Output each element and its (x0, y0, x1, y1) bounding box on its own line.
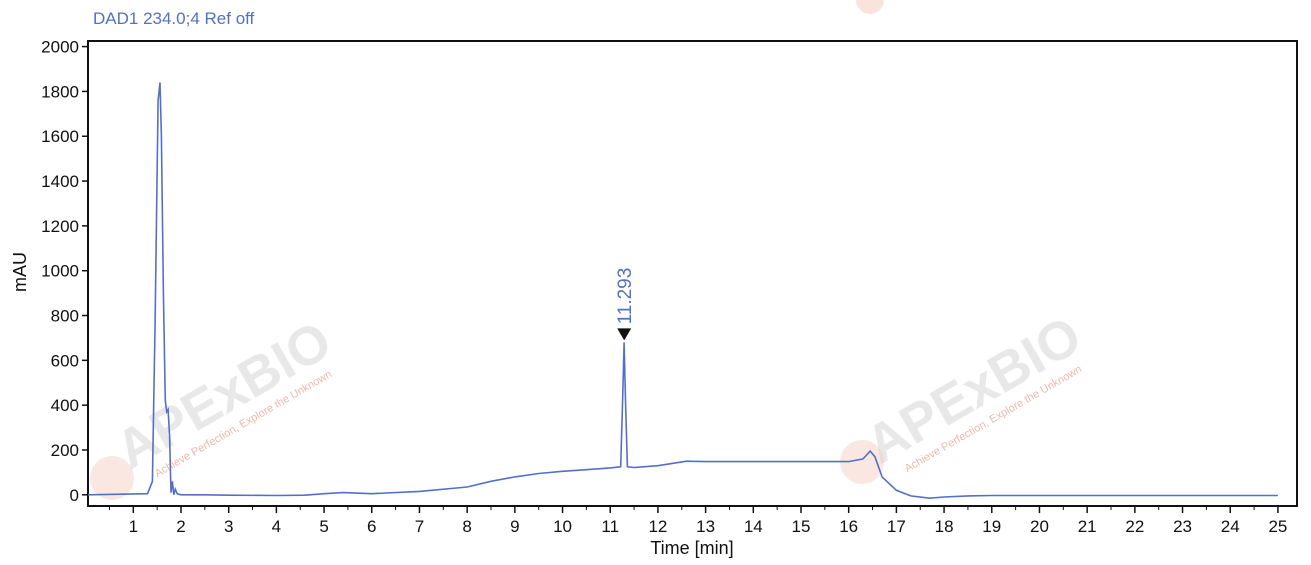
watermark-brand: APExBIO (106, 310, 341, 481)
x-tick-label: 16 (839, 517, 858, 536)
x-tick-label: 22 (1125, 517, 1144, 536)
watermark-left: APExBIO Achieve Perfection, Explore the … (106, 310, 341, 481)
chromatogram-trace (87, 82, 1278, 500)
x-tick-label: 20 (1030, 517, 1049, 536)
x-tick-label: 15 (792, 517, 811, 536)
x-tick-label: 10 (553, 517, 572, 536)
watermark-top (856, 0, 884, 15)
y-tick-label: 1400 (41, 172, 79, 191)
y-tick-label: 600 (51, 351, 79, 370)
x-axis: 1 2 3 4 5 6 7 8 9 10 11 12 13 14 15 16 17 18 19 20 21 22 23 24 2… (108, 506, 1287, 536)
x-tick-label: 3 (224, 517, 233, 536)
x-tick-label: 19 (982, 517, 1001, 536)
x-tick-label: 23 (1173, 517, 1192, 536)
y-axis-title: mAU (10, 252, 30, 292)
y-tick-label: 1200 (41, 217, 79, 236)
x-tick-label: 6 (367, 517, 376, 536)
x-tick-label: 12 (648, 517, 667, 536)
peak-label: 11.293 (615, 268, 636, 325)
x-tick-label: 4 (272, 517, 281, 536)
x-tick-label: 11 (601, 517, 619, 536)
x-tick-label: 14 (744, 517, 763, 536)
x-tick-label: 21 (1078, 517, 1097, 536)
plot-frame (87, 40, 1298, 507)
y-tick-label: 200 (51, 441, 79, 460)
watermark-brand: APExBIO (856, 305, 1091, 476)
x-tick-label: 9 (510, 517, 519, 536)
y-axis: 0 200 400 600 800 1000 1200 1400 1600 1800 2000 (41, 38, 88, 505)
x-tick-label: 17 (887, 517, 906, 536)
x-tick-label: 25 (1268, 517, 1287, 536)
x-tick-label: 5 (319, 517, 328, 536)
peak-annotations: 11.293 (615, 268, 636, 341)
x-tick-label: 18 (935, 517, 954, 536)
x-tick-label: 1 (129, 517, 138, 536)
x-tick-label: 13 (696, 517, 715, 536)
x-tick-label: 8 (462, 517, 471, 536)
peak-marker-icon (617, 328, 632, 341)
y-tick-label: 800 (51, 307, 79, 326)
y-tick-label: 0 (70, 486, 79, 505)
watermark-logo-blob (90, 456, 134, 500)
signal-title: DAD1 234.0;4 Ref off (93, 9, 255, 28)
y-tick-label: 1800 (41, 82, 79, 101)
y-tick-label: 1000 (41, 262, 79, 281)
y-tick-label: 2000 (41, 38, 79, 57)
y-tick-label: 1600 (41, 127, 79, 146)
x-axis-title: Time [min] (650, 538, 733, 558)
x-tick-label: 2 (176, 517, 185, 536)
y-tick-label: 400 (51, 396, 79, 415)
watermark-logo-blob (840, 440, 884, 484)
x-tick-label: 7 (415, 517, 424, 536)
x-tick-label: 24 (1221, 517, 1240, 536)
watermark-right: APExBIO Achieve Perfection, Explore the … (856, 305, 1091, 476)
